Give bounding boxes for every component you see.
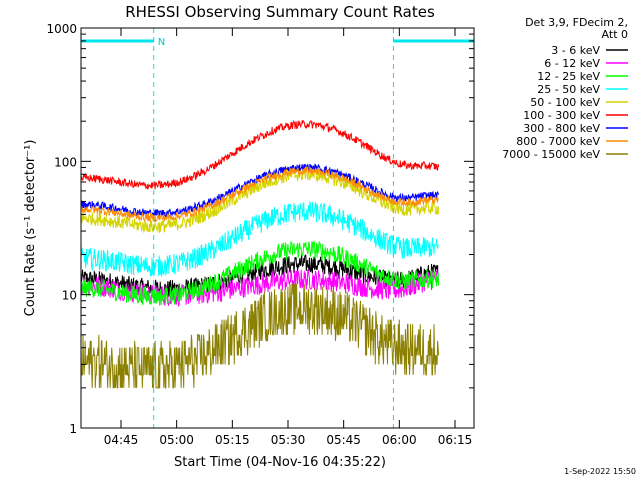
night-label: N — [158, 37, 165, 48]
legend-label-8: 7000 - 15000 keV — [502, 148, 600, 161]
x-tick-label-5: 06:00 — [382, 433, 417, 447]
header-line-1: Det 3,9, FDecim 2, — [525, 16, 628, 29]
y-tick-label-2: 100 — [54, 155, 77, 169]
series-line-6 — [80, 163, 440, 219]
x-tick-label-6: 06:15 — [438, 433, 473, 447]
series-line-3 — [80, 201, 440, 277]
x-tick-label-2: 05:15 — [215, 433, 250, 447]
header-line-2: Att 0 — [602, 28, 628, 41]
series-line-4 — [80, 167, 440, 234]
legend-label-4: 50 - 100 keV — [530, 96, 600, 109]
series-line-2 — [80, 240, 440, 306]
x-tick-label-4: 05:45 — [326, 433, 361, 447]
legend-label-5: 100 - 300 keV — [523, 109, 600, 122]
timestamp: 1-Sep-2022 15:50 — [564, 467, 636, 476]
y-tick-label-0: 1 — [69, 422, 77, 436]
legend-label-2: 12 - 25 keV — [537, 70, 600, 83]
legend-label-7: 800 - 7000 keV — [516, 135, 600, 148]
y-axis-label: Count Rate (s⁻¹ detector⁻¹) — [23, 140, 38, 317]
y-tick-label-3: 1000 — [46, 22, 77, 36]
chart-title: RHESSI Observing Summary Count Rates — [125, 3, 435, 21]
x-tick-label-1: 05:00 — [159, 433, 194, 447]
plot-area: N 04:45 05:00 05:15 05:30 05:45 06:00 06:15 1 10 1… — [46, 22, 475, 447]
series-line-5 — [80, 119, 440, 190]
legend-label-6: 300 - 800 keV — [523, 122, 600, 135]
y-tick-label-1: 10 — [62, 289, 77, 303]
series-line-8 — [80, 281, 440, 389]
plot-frame — [80, 27, 475, 429]
x-axis-label: Start Time (04-Nov-16 04:35:22) — [174, 455, 386, 470]
legend-label-3: 25 - 50 keV — [537, 83, 600, 96]
legend-label-0: 3 - 6 keV — [551, 44, 600, 57]
legend-label-1: 6 - 12 keV — [544, 57, 600, 70]
x-tick-label-3: 05:30 — [271, 433, 306, 447]
x-tick-label-0: 04:45 — [104, 433, 139, 447]
series-line-7 — [80, 166, 439, 223]
